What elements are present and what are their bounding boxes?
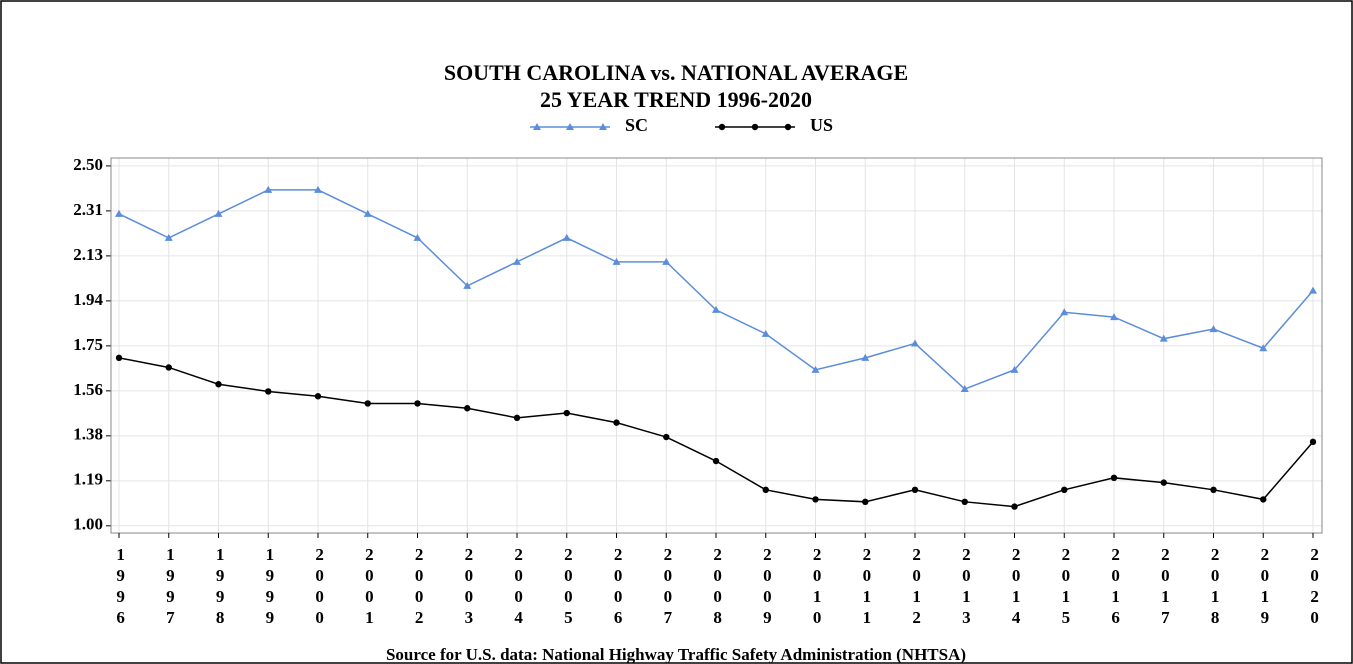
x-tick-label: 2002 (410, 545, 429, 629)
legend-marker (599, 123, 607, 130)
point (364, 400, 371, 407)
point (1159, 334, 1168, 342)
legend-marker (718, 123, 726, 131)
point (1209, 325, 1218, 333)
x-tick-label: 2007 (658, 545, 677, 629)
chart-subtitle: 25 YEAR TREND 1996-2020 (540, 87, 812, 112)
point (1309, 438, 1317, 446)
point (413, 233, 422, 241)
x-tick-label: 2001 (360, 545, 379, 629)
point (862, 498, 869, 506)
x-tick-label: 2017 (1156, 545, 1175, 629)
point (663, 433, 670, 441)
y-tick-label: 2.31 (73, 200, 103, 219)
point (712, 457, 720, 465)
point (960, 385, 969, 393)
point (1011, 503, 1018, 510)
x-tick-label: 2010 (808, 545, 827, 629)
point (762, 486, 769, 494)
point (164, 233, 173, 241)
point (215, 381, 222, 388)
x-tick-label: 2003 (459, 545, 478, 629)
point (1259, 344, 1268, 352)
point (414, 400, 421, 407)
point (1061, 486, 1068, 494)
point (115, 354, 123, 362)
legend-marker (784, 123, 792, 131)
y-tick-label: 1.56 (73, 380, 103, 399)
point (264, 185, 273, 193)
point (612, 257, 621, 265)
x-tick-label: 2005 (559, 545, 578, 629)
point (911, 339, 919, 347)
x-tick-label: 1999 (260, 545, 279, 629)
point (463, 281, 472, 289)
x-tick-label: 2014 (1007, 545, 1026, 629)
point (812, 496, 819, 503)
chart-title: SOUTH CAROLINA vs. NATIONAL AVERAGE (444, 60, 908, 85)
point (314, 185, 322, 193)
x-tick-label: 2019 (1255, 545, 1274, 629)
point (265, 388, 272, 395)
legend-label: SC (625, 115, 648, 135)
point (314, 393, 322, 400)
x-tick-label: 2009 (758, 545, 777, 629)
y-tick-label: 1.75 (73, 335, 103, 354)
x-tick-label: 2018 (1206, 545, 1225, 629)
legend-label: US (810, 115, 833, 135)
legend-marker (751, 123, 759, 131)
point (811, 365, 820, 373)
point (513, 414, 521, 422)
y-tick-label: 1.38 (73, 425, 103, 444)
point (761, 329, 770, 337)
point (1210, 486, 1217, 494)
x-tick-label: 1996 (111, 545, 130, 629)
point (1260, 496, 1267, 503)
point (662, 257, 671, 265)
legend-marker (533, 123, 541, 130)
x-tick-label: 2008 (708, 545, 727, 629)
x-tick-label: 2000 (310, 545, 329, 629)
point (613, 419, 620, 426)
y-tick-label: 1.94 (73, 290, 103, 309)
x-tick-label: 1997 (161, 545, 180, 629)
point (464, 405, 471, 412)
point (1010, 365, 1019, 373)
point (1309, 286, 1317, 294)
point (861, 353, 870, 361)
point (1060, 308, 1069, 316)
x-tick-label: 2016 (1106, 545, 1125, 629)
source-note: Source for U.S. data: National Highway T… (386, 645, 966, 664)
point (363, 209, 372, 217)
point (1110, 474, 1118, 482)
x-tick-label: 2020 (1305, 545, 1324, 629)
x-tick-label: 2013 (957, 545, 976, 629)
x-tick-label: 1998 (211, 545, 230, 629)
legend-marker (566, 123, 574, 130)
x-tick-label: 2004 (509, 545, 528, 629)
y-tick-label: 2.13 (73, 245, 103, 264)
x-tick-label: 2012 (907, 545, 926, 629)
point (165, 364, 172, 371)
point (961, 498, 968, 506)
point (562, 233, 571, 241)
point (1110, 313, 1118, 321)
point (712, 305, 720, 313)
point (1160, 479, 1167, 486)
y-tick-label: 1.00 (73, 515, 103, 534)
point (911, 486, 919, 494)
point (214, 209, 223, 217)
y-tick-label: 2.50 (73, 155, 103, 174)
x-tick-label: 2011 (857, 545, 876, 629)
point (563, 409, 570, 417)
x-tick-label: 2015 (1056, 545, 1075, 629)
point (513, 257, 521, 265)
point (115, 209, 123, 217)
y-tick-label: 1.19 (73, 470, 103, 489)
x-tick-label: 2006 (609, 545, 628, 629)
